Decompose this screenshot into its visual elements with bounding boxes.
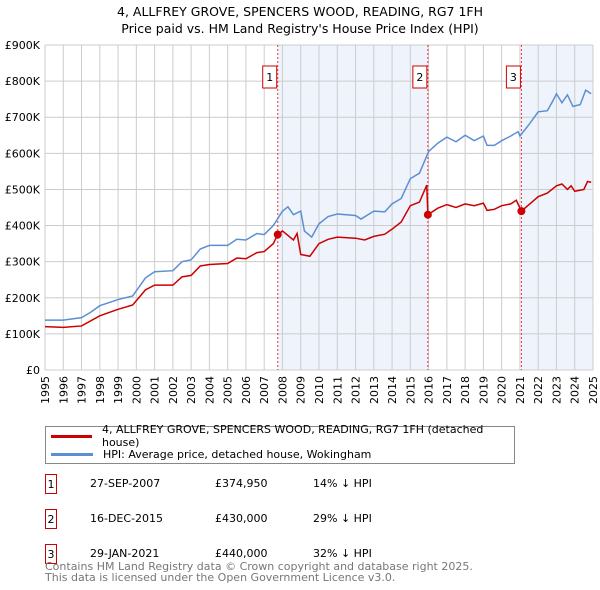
y-tick-label: £100K xyxy=(5,328,41,341)
x-tick-label: 2008 xyxy=(276,376,289,404)
legend-label: 4, ALLFREY GROVE, SPENCERS WOOD, READING… xyxy=(101,423,484,449)
legend-swatch-red xyxy=(51,434,92,438)
y-tick-label: £500K xyxy=(5,183,41,196)
x-tick-label: 2020 xyxy=(496,376,509,404)
footer-line: Contains HM Land Registry data © Crown c… xyxy=(45,560,473,573)
sale-label: 3 xyxy=(510,71,517,84)
x-tick-label: 1997 xyxy=(76,376,89,404)
x-tick-label: 2000 xyxy=(130,376,143,404)
legend-label: HPI: Average price, detached house, Woki… xyxy=(103,447,372,461)
x-tick-label: 2005 xyxy=(222,376,235,404)
sale-point xyxy=(517,207,526,216)
sale-date: 27-SEP-2007 xyxy=(90,477,161,490)
x-tick-label: 1998 xyxy=(94,376,107,404)
x-tick-label: 2023 xyxy=(550,376,563,404)
x-tick-label: 2025 xyxy=(587,376,600,404)
sale-label-box xyxy=(262,65,278,89)
x-tick-label: 2010 xyxy=(313,376,326,404)
y-tick-label: £0 xyxy=(26,364,40,377)
x-tick-label: 2018 xyxy=(459,376,472,404)
legend-item-property: 4, ALLFREY GROVE, SPENCERS WOOD, READING… xyxy=(46,423,514,449)
x-tick-label: 2001 xyxy=(149,376,162,404)
subtitle-line: Price paid vs. HM Land Registry's House … xyxy=(121,21,479,36)
x-tick-label: 2024 xyxy=(569,376,582,404)
sale-label-box xyxy=(412,65,428,89)
x-tick-label: 2009 xyxy=(295,376,308,404)
sale-point xyxy=(423,210,432,219)
sale-hpi-diff: 14% ↓ HPI xyxy=(313,477,372,490)
x-tick-label: 2012 xyxy=(350,376,363,404)
x-tick-label: 2013 xyxy=(368,376,381,404)
shaded-period xyxy=(277,45,428,370)
y-tick-label: £200K xyxy=(5,292,41,305)
x-tick-label: 2004 xyxy=(203,376,216,404)
x-tick-label: 2022 xyxy=(532,376,545,404)
x-tick-label: 1999 xyxy=(112,376,125,404)
x-tick-label: 2015 xyxy=(404,376,417,404)
x-tick-label: 2002 xyxy=(167,376,180,404)
price-chart: 1995 1996 1997 1998 1999 2000 2001 2002 2003 2004… xyxy=(5,39,600,404)
y-tick-label: £700K xyxy=(5,111,41,124)
x-tick-label: 2016 xyxy=(423,376,436,404)
chart-title: 4, ALLFREY GROVE, SPENCERS WOOD, READING… xyxy=(0,3,600,37)
x-tick-label: 2017 xyxy=(441,376,454,404)
footer-line: This data is licensed under the Open Gov… xyxy=(45,571,396,584)
y-tick-label: £800K xyxy=(5,75,41,88)
x-tick-label: 2014 xyxy=(386,376,399,404)
x-tick-label: 2007 xyxy=(258,376,271,404)
x-tick-label: 2003 xyxy=(185,376,198,404)
sale-label: 1 xyxy=(266,71,273,84)
sale-badge: 2 xyxy=(45,509,57,529)
x-tick-label: 1996 xyxy=(57,376,70,404)
sale-date: 16-DEC-2015 xyxy=(90,512,164,525)
legend-swatch-blue xyxy=(51,452,93,456)
sale-point xyxy=(273,230,282,239)
sale-price: £430,000 xyxy=(215,512,268,525)
shaded-period xyxy=(521,45,593,370)
y-tick-label: £400K xyxy=(5,220,41,233)
sale-hpi-diff: 29% ↓ HPI xyxy=(313,512,372,525)
y-tick-label: £600K xyxy=(5,147,41,160)
x-tick-label: 2006 xyxy=(240,376,253,404)
legend-item-hpi: HPI: Average price, detached house, Woki… xyxy=(46,445,514,463)
x-tick-label: 2021 xyxy=(514,376,527,404)
y-tick-label: £900K xyxy=(5,39,41,52)
title-line: 4, ALLFREY GROVE, SPENCERS WOOD, READING… xyxy=(117,4,483,19)
sale-badge: 1 xyxy=(45,474,57,494)
sale-date: 29-JAN-2021 xyxy=(90,547,160,560)
legend: 4, ALLFREY GROVE, SPENCERS WOOD, READING… xyxy=(45,423,515,464)
x-tick-label: 1995 xyxy=(39,376,52,404)
sale-hpi-diff: 32% ↓ HPI xyxy=(313,547,372,560)
y-tick-label: £300K xyxy=(5,256,41,269)
sale-label: 2 xyxy=(416,71,423,84)
x-tick-label: 2011 xyxy=(331,376,344,404)
hpi-line xyxy=(45,88,592,321)
sale-price: £440,000 xyxy=(215,547,268,560)
footer: Contains HM Land Registry data © Crown c… xyxy=(45,561,473,583)
x-tick-label: 2019 xyxy=(477,376,490,404)
sale-label-box xyxy=(505,65,521,89)
sale-price: £374,950 xyxy=(215,477,268,490)
sale-badge: 3 xyxy=(45,544,57,564)
property-line xyxy=(44,180,592,329)
